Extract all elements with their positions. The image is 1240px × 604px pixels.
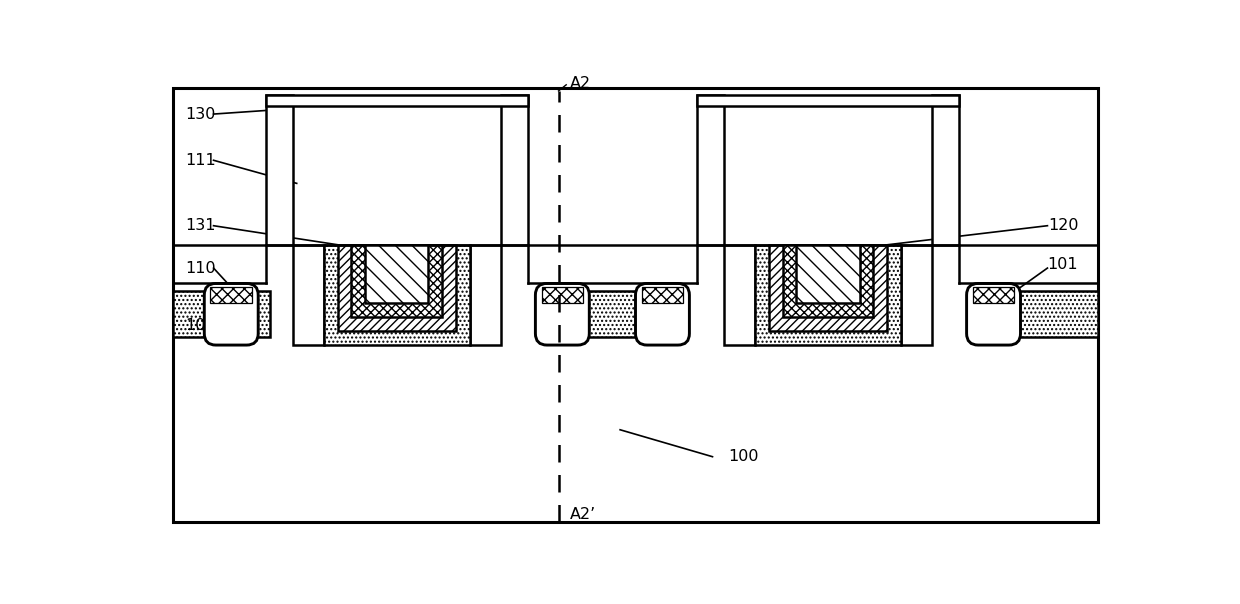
Text: 120: 120 [1048,218,1079,233]
Bar [542,288,583,303]
Bar [293,245,324,345]
Bar [769,245,888,331]
Bar [366,245,428,303]
FancyBboxPatch shape [967,283,1021,345]
FancyBboxPatch shape [635,283,689,345]
FancyBboxPatch shape [205,283,258,345]
Bar [337,245,456,331]
Text: 111: 111 [185,153,216,168]
Bar [755,245,901,345]
Text: 110: 110 [185,260,216,275]
Bar [641,288,683,303]
Bar [932,95,959,245]
Bar [544,291,681,338]
Text: 131: 131 [185,218,216,233]
Bar [265,95,293,245]
Bar [211,288,252,303]
Bar [324,245,470,345]
Bar [174,291,270,338]
Bar [501,95,528,245]
FancyBboxPatch shape [536,283,589,345]
Bar [972,288,1014,303]
Bar [697,95,959,106]
Bar [724,245,755,345]
Bar [351,245,443,317]
Bar [796,245,859,303]
Text: 102: 102 [185,318,216,333]
Bar [470,245,501,345]
Bar [782,245,873,317]
Bar [265,95,528,106]
Text: 101: 101 [1048,257,1079,272]
Text: A2: A2 [570,76,591,91]
Bar [697,95,724,245]
Bar [967,291,1097,338]
Text: A2’: A2’ [570,507,596,522]
Bar [901,245,932,345]
Text: 130: 130 [185,106,216,121]
Text: 100: 100 [728,449,759,464]
